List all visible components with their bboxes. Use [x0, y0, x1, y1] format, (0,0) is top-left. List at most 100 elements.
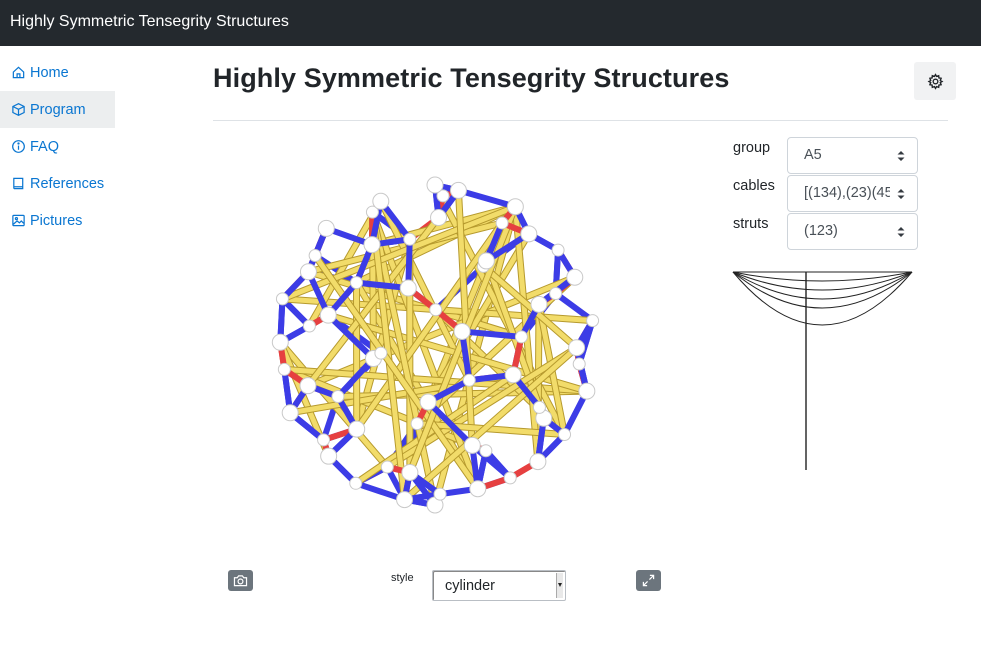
node: [549, 286, 563, 300]
node: [410, 417, 424, 431]
node: [396, 491, 414, 509]
node: [514, 330, 528, 344]
node: [299, 263, 317, 281]
node: [558, 427, 572, 441]
node: [506, 198, 524, 216]
node: [566, 268, 584, 286]
tensegrity-viewer[interactable]: [255, 165, 615, 525]
cables-select-value: [(134),(23)(45: [804, 185, 890, 201]
node: [403, 232, 417, 246]
node: [462, 373, 476, 387]
sidebar: Home Program FAQ References Pictures: [0, 54, 115, 239]
node: [299, 377, 317, 395]
node: [469, 480, 487, 498]
strut: [402, 345, 580, 503]
strut: [305, 269, 524, 340]
node: [277, 362, 291, 376]
node: [319, 306, 337, 324]
node: [271, 333, 289, 351]
node: [302, 319, 316, 333]
navbar-brand[interactable]: Highly Symmetric Tensegrity Structures: [10, 13, 289, 30]
node: [479, 444, 493, 458]
node: [363, 236, 381, 254]
strut: [354, 220, 505, 432]
cables-select[interactable]: [(134),(23)(45: [787, 175, 918, 212]
node: [503, 471, 517, 485]
strut: [483, 258, 547, 421]
header-divider: [213, 120, 948, 121]
group-select[interactable]: A5: [787, 137, 918, 174]
cable: [352, 480, 408, 503]
select-caret-icon: [897, 189, 905, 199]
image-icon: [12, 214, 25, 227]
node: [529, 453, 547, 471]
node: [331, 390, 345, 404]
sidebar-item-label: Pictures: [30, 212, 83, 229]
node: [504, 366, 522, 384]
camera-icon: [233, 575, 248, 587]
struts-label: struts: [733, 216, 769, 232]
node: [308, 249, 322, 263]
node: [520, 225, 538, 243]
node: [449, 181, 467, 199]
node: [463, 436, 481, 454]
sidebar-item-references[interactable]: References: [0, 165, 115, 202]
node: [551, 243, 565, 257]
fullscreen-button[interactable]: [636, 570, 661, 591]
book-icon: [13, 177, 24, 190]
node: [419, 393, 437, 411]
settings-button[interactable]: [914, 62, 956, 100]
node: [281, 404, 299, 422]
cube-icon: [12, 103, 25, 116]
cable: [459, 328, 525, 340]
strut: [279, 204, 518, 302]
struts-select[interactable]: (123): [787, 213, 918, 250]
sidebar-item-faq[interactable]: FAQ: [0, 128, 115, 165]
cables-label: cables: [733, 178, 775, 194]
node: [350, 276, 364, 290]
home-icon: [12, 66, 25, 79]
strut: [480, 263, 580, 351]
sidebar-item-label: Program: [30, 101, 86, 118]
sidebar-item-pictures[interactable]: Pictures: [0, 202, 115, 239]
node: [401, 463, 419, 481]
style-label: style: [391, 572, 414, 584]
node: [348, 420, 366, 438]
group-select-value: A5: [804, 147, 822, 163]
sidebar-item-program[interactable]: Program: [0, 91, 115, 128]
strut: [312, 253, 481, 492]
node: [429, 303, 443, 317]
node: [578, 382, 596, 400]
select-caret-icon: [897, 227, 905, 237]
cable: [455, 187, 519, 210]
node: [453, 322, 471, 340]
select-caret-icon: [897, 151, 905, 161]
sidebar-item-home[interactable]: Home: [0, 54, 115, 91]
style-select[interactable]: cylinder: [432, 570, 566, 601]
style-select-value: cylinder: [445, 578, 495, 594]
gear-icon: [927, 72, 943, 90]
cable: [425, 398, 476, 449]
node: [317, 433, 331, 447]
screenshot-button[interactable]: [228, 570, 253, 591]
sidebar-item-label: References: [30, 175, 105, 192]
node: [374, 346, 388, 360]
struts-select-value: (123): [804, 223, 838, 239]
node: [433, 487, 447, 501]
group-label: group: [733, 140, 771, 156]
node: [320, 447, 338, 465]
node: [426, 176, 444, 194]
strut: [425, 231, 532, 405]
node: [372, 192, 390, 210]
node: [436, 189, 450, 203]
cable: [353, 279, 412, 292]
cable: [325, 312, 377, 362]
node: [349, 476, 363, 490]
node: [430, 209, 448, 227]
node: [586, 314, 600, 328]
page-title: Highly Symmetric Tensegrity Structures: [213, 63, 730, 93]
node: [477, 252, 495, 270]
parameter-plot[interactable]: [730, 268, 915, 473]
node: [380, 460, 394, 474]
node: [275, 292, 289, 306]
